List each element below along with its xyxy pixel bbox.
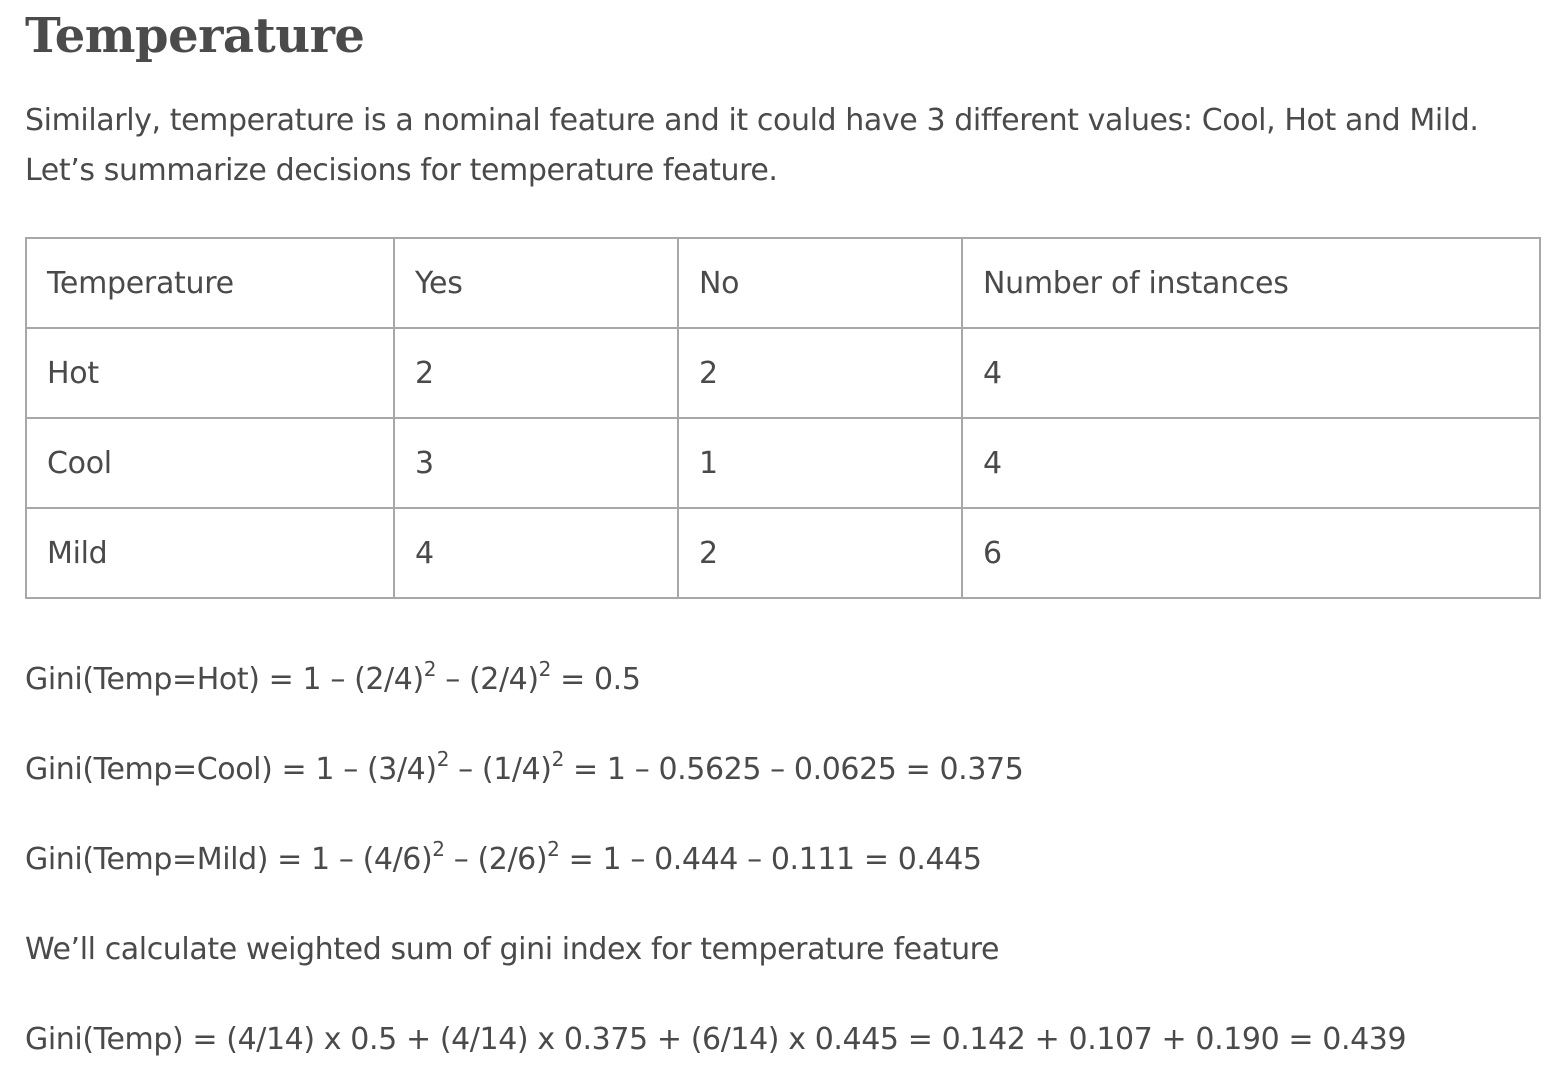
table-cell: 6: [961, 507, 1541, 599]
weighted-gini-equation: Gini(Temp) = (4/14) x 0.5 + (4/14) x 0.3…: [25, 1022, 1407, 1057]
gini-mild-equation: Gini(Temp=Mild) = 1 – (4/6)2 – (2/6)2 = …: [25, 837, 982, 880]
table-cell: 2: [677, 327, 963, 419]
exponent: 2: [547, 837, 560, 861]
exponent: 2: [423, 657, 437, 681]
equation-text: – (1/4): [449, 752, 552, 787]
exponent: 2: [436, 747, 450, 771]
table-cell: 4: [393, 507, 679, 599]
table-cell: 2: [393, 327, 679, 419]
table-row: Hot 2 2 4: [25, 327, 1541, 419]
equation-text: = 1 – 0.444 – 0.111 = 0.445: [559, 842, 982, 877]
gini-cool-equation: Gini(Temp=Cool) = 1 – (3/4)2 – (1/4)2 = …: [25, 747, 1024, 790]
equation-text: Gini(Temp=Hot) = 1 – (2/4): [25, 662, 424, 697]
exponent: 2: [551, 747, 565, 771]
section-heading: Temperature: [25, 8, 365, 64]
table-header-cell: No: [677, 237, 963, 329]
equation-text: Gini(Temp=Mild) = 1 – (4/6): [25, 842, 433, 877]
table-cell: Mild: [25, 507, 395, 599]
temperature-summary-table: Temperature Yes No Number of instances H…: [25, 237, 1541, 599]
table-header-row: Temperature Yes No Number of instances: [25, 237, 1541, 329]
equation-text: = 1 – 0.5625 – 0.0625 = 0.375: [563, 752, 1024, 787]
gini-hot-equation: Gini(Temp=Hot) = 1 – (2/4)2 – (2/4)2 = 0…: [25, 657, 641, 700]
table-cell: 3: [393, 417, 679, 509]
exponent: 2: [538, 657, 552, 681]
equation-text: Gini(Temp=Cool) = 1 – (3/4): [25, 752, 437, 787]
exponent: 2: [432, 837, 445, 861]
weighted-intro-paragraph: We’ll calculate weighted sum of gini ind…: [25, 932, 1000, 967]
table-cell: Cool: [25, 417, 395, 509]
table-header-cell: Yes: [393, 237, 679, 329]
equation-text: = 0.5: [550, 662, 641, 697]
equation-text: – (2/6): [444, 842, 548, 877]
table-header-cell: Temperature: [25, 237, 395, 329]
table-cell: 2: [677, 507, 963, 599]
table-header-cell: Number of instances: [961, 237, 1541, 329]
table-cell: 4: [961, 417, 1541, 509]
table-cell: Hot: [25, 327, 395, 419]
equation-text: – (2/4): [436, 662, 539, 697]
table-cell: 4: [961, 327, 1541, 419]
table-row: Mild 4 2 6: [25, 507, 1541, 599]
table-cell: 1: [677, 417, 963, 509]
intro-paragraph: Similarly, temperature is a nominal feat…: [25, 103, 1479, 188]
table-row: Cool 3 1 4: [25, 417, 1541, 509]
